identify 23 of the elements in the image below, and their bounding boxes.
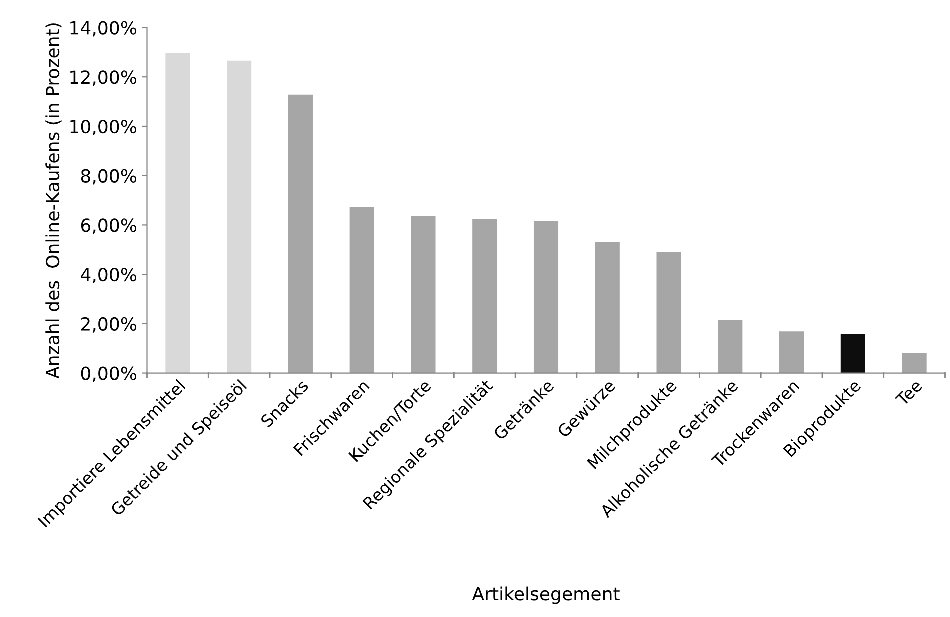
y-tick-label: 8,00% <box>81 169 137 185</box>
bar <box>780 332 804 374</box>
bar <box>840 334 866 374</box>
bar <box>534 221 559 374</box>
y-tick-label: 2,00% <box>81 317 137 333</box>
y-tick-label: 6,00% <box>81 218 137 234</box>
y-axis-title: Anzahl des Online-Kaufens (in Prozent) <box>46 24 62 379</box>
y-tick-label: 10,00% <box>70 120 137 136</box>
x-tick-label: Tee <box>895 379 924 407</box>
bar <box>350 207 374 374</box>
bar <box>718 320 743 374</box>
bar <box>656 252 682 374</box>
y-tick-label: 14,00% <box>70 21 137 37</box>
bar <box>472 219 498 374</box>
y-tick-label: 4,00% <box>81 268 137 284</box>
y-tick-label: 12,00% <box>70 70 137 86</box>
bar <box>595 242 620 374</box>
bar <box>166 52 190 374</box>
bar <box>288 94 313 374</box>
bar <box>411 216 436 374</box>
bar <box>227 60 252 374</box>
bar <box>902 354 927 374</box>
x-axis-title: Artikelsegement <box>472 586 620 604</box>
